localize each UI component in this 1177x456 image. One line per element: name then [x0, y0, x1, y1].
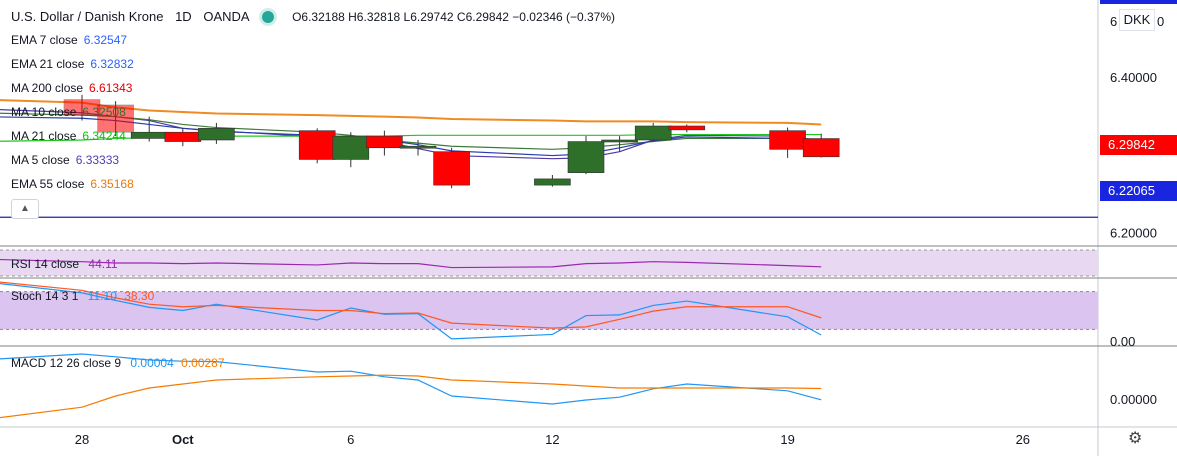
- stoch-k-value: 11.10: [87, 289, 117, 303]
- legend-item: EMA 7 close 6.32547: [11, 33, 127, 47]
- stoch-legend: Stoch 14 3 1 11.10 38.30: [11, 289, 154, 303]
- candle-body: [433, 151, 470, 186]
- rsi-legend: RSI 14 close 44.11: [11, 257, 118, 271]
- market-status-icon: [262, 11, 275, 23]
- macd-signal-line: [0, 374, 822, 419]
- time-tick-label: 19: [780, 432, 794, 447]
- legend-item: EMA 21 close 6.32832: [11, 57, 134, 71]
- legend-value: 6.34244: [82, 129, 126, 143]
- candle-body: [769, 130, 806, 150]
- ohlc-values: O6.32188 H6.32818 L6.29742 C6.29842 −0.0…: [292, 10, 616, 24]
- time-tick-label: Oct: [172, 432, 194, 447]
- rsi-line: [0, 258, 822, 269]
- stoch-k-line: [0, 283, 822, 340]
- source-label: OANDA: [203, 9, 249, 24]
- interval-label[interactable]: 1D: [175, 9, 192, 24]
- stoch-tick-label: 0.00: [1110, 334, 1135, 349]
- legend-value: 6.32832: [90, 57, 134, 71]
- stoch-label: Stoch 14 3 1: [11, 289, 79, 303]
- legend-label: MA 200 close: [11, 81, 84, 95]
- axis-top-marker: [1100, 0, 1177, 4]
- candle-body: [298, 130, 336, 160]
- gear-icon[interactable]: ⚙: [1128, 430, 1143, 447]
- candle-body: [130, 131, 168, 139]
- candle-body: [399, 145, 437, 149]
- time-tick-label: 12: [545, 432, 559, 447]
- legend-label: EMA 21 close: [11, 57, 85, 71]
- legend-label: MA 5 close: [11, 153, 70, 167]
- candle-body: [97, 104, 134, 133]
- macd-signal-value: 0.00287: [181, 356, 225, 370]
- legend-item: MA 5 close 6.33333: [11, 153, 119, 167]
- legend-label: EMA 55 close: [11, 177, 85, 191]
- time-tick-label: 26: [1016, 432, 1030, 447]
- rsi-band: [0, 250, 1098, 276]
- legend-value: 6.33333: [75, 153, 120, 167]
- stoch-d-line: [0, 281, 822, 329]
- macd-value: 0.00004: [130, 356, 174, 370]
- legend-label: EMA 7 close: [11, 33, 78, 47]
- rsi-value: 44.11: [88, 257, 118, 271]
- time-tick-label: 6: [347, 432, 354, 447]
- legend-label: MA 21 close: [11, 129, 77, 143]
- symbol-header: U.S. Dollar / Danish Krone 1D OANDA O6.3…: [11, 9, 615, 24]
- symbol-title: U.S. Dollar / Danish Krone: [11, 9, 164, 24]
- candle-body: [332, 135, 370, 160]
- price-tick-label: 6: [1110, 14, 1117, 29]
- legend-item: MA 200 close 6.61343: [11, 81, 132, 95]
- candle-body: [366, 135, 403, 149]
- price-tick-label: 6.40000: [1110, 70, 1157, 85]
- last-price-tag: 6.29842: [1100, 135, 1177, 155]
- stoch-band: [0, 291, 1098, 330]
- macd-tick-label: 0.00000: [1110, 392, 1157, 407]
- legend-label: MA 10 close: [11, 105, 77, 119]
- legend-item: MA 10 close 6.32508: [11, 105, 126, 119]
- moving-average-line: [0, 99, 822, 126]
- legend-value: 6.32547: [83, 33, 128, 47]
- macd-label: MACD 12 26 close 9: [11, 356, 122, 370]
- candle-body: [634, 125, 672, 141]
- legend-value: 6.35168: [90, 177, 134, 191]
- legend-value: 6.61343: [89, 81, 133, 95]
- legend-value: 6.32508: [82, 105, 126, 119]
- candle-body: [567, 141, 605, 173]
- candle-body: [164, 131, 202, 142]
- candle-body: [668, 125, 706, 131]
- price-tick-label: 6.20000: [1110, 225, 1157, 240]
- legend-item: MA 21 close 6.34244: [11, 129, 126, 143]
- time-tick-label: 28: [75, 432, 89, 447]
- price-tick-label: 0: [1157, 14, 1164, 29]
- rsi-label: RSI 14 close: [11, 257, 80, 271]
- candle-body: [601, 139, 638, 143]
- candle-body: [198, 128, 235, 141]
- stoch-d-value: 38.30: [124, 289, 155, 303]
- candle-body: [802, 138, 840, 158]
- currency-button[interactable]: DKK: [1119, 9, 1155, 31]
- collapse-legend-button[interactable]: ▲: [11, 199, 39, 219]
- candle-body: [534, 178, 571, 186]
- legend-item: EMA 55 close 6.35168: [11, 177, 134, 191]
- macd-legend: MACD 12 26 close 9 0.00004 0.00287: [11, 356, 225, 370]
- hline-price-tag: 6.22065: [1100, 181, 1177, 201]
